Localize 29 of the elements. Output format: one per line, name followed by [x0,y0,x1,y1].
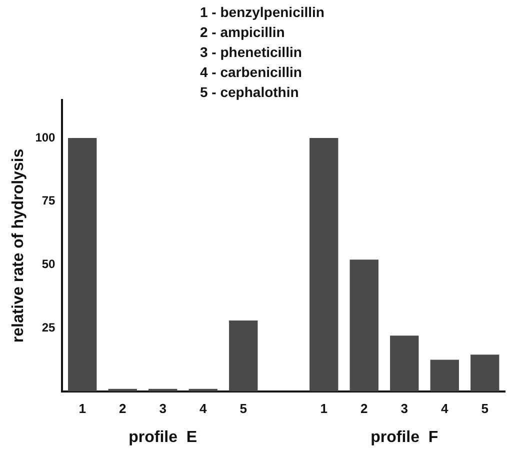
bar [229,320,258,392]
text: profile F [370,428,438,446]
text: 4 - carbenicillin [200,63,303,82]
bar [390,336,419,392]
text: 3 - pheneticillin [200,43,303,62]
bar [310,138,338,392]
x-tick-label: 5 [481,400,488,416]
x-tick-label: 1 [320,400,328,416]
x-tick-label: 4 [199,400,208,416]
x-tick-label: 2 [360,400,368,416]
annotation: 5 - cephalothin [200,83,300,102]
y-tick-label: 100 [35,130,56,144]
x-tick-label: 4 [441,400,450,416]
y-tick-label: 75 [42,194,56,208]
bar [350,260,378,392]
x-tick-label: 3 [159,400,166,416]
x-tick-label: 3 [400,400,408,416]
bar [470,354,500,392]
y-tick-label: 25 [42,320,56,334]
y-tick-label: 50 [42,257,56,272]
text: 1 - benzylpenicillin [200,3,324,22]
x-tick-label: 1 [78,400,86,416]
x-tick-label: 2 [118,400,126,416]
bar [68,138,97,392]
text: 2 - ampicillin [200,23,286,42]
text: profile E [128,428,198,446]
bar [430,360,459,392]
x-tick-label: 5 [240,400,247,416]
y-axis-title: relative rate of hydrolysis [10,148,28,343]
